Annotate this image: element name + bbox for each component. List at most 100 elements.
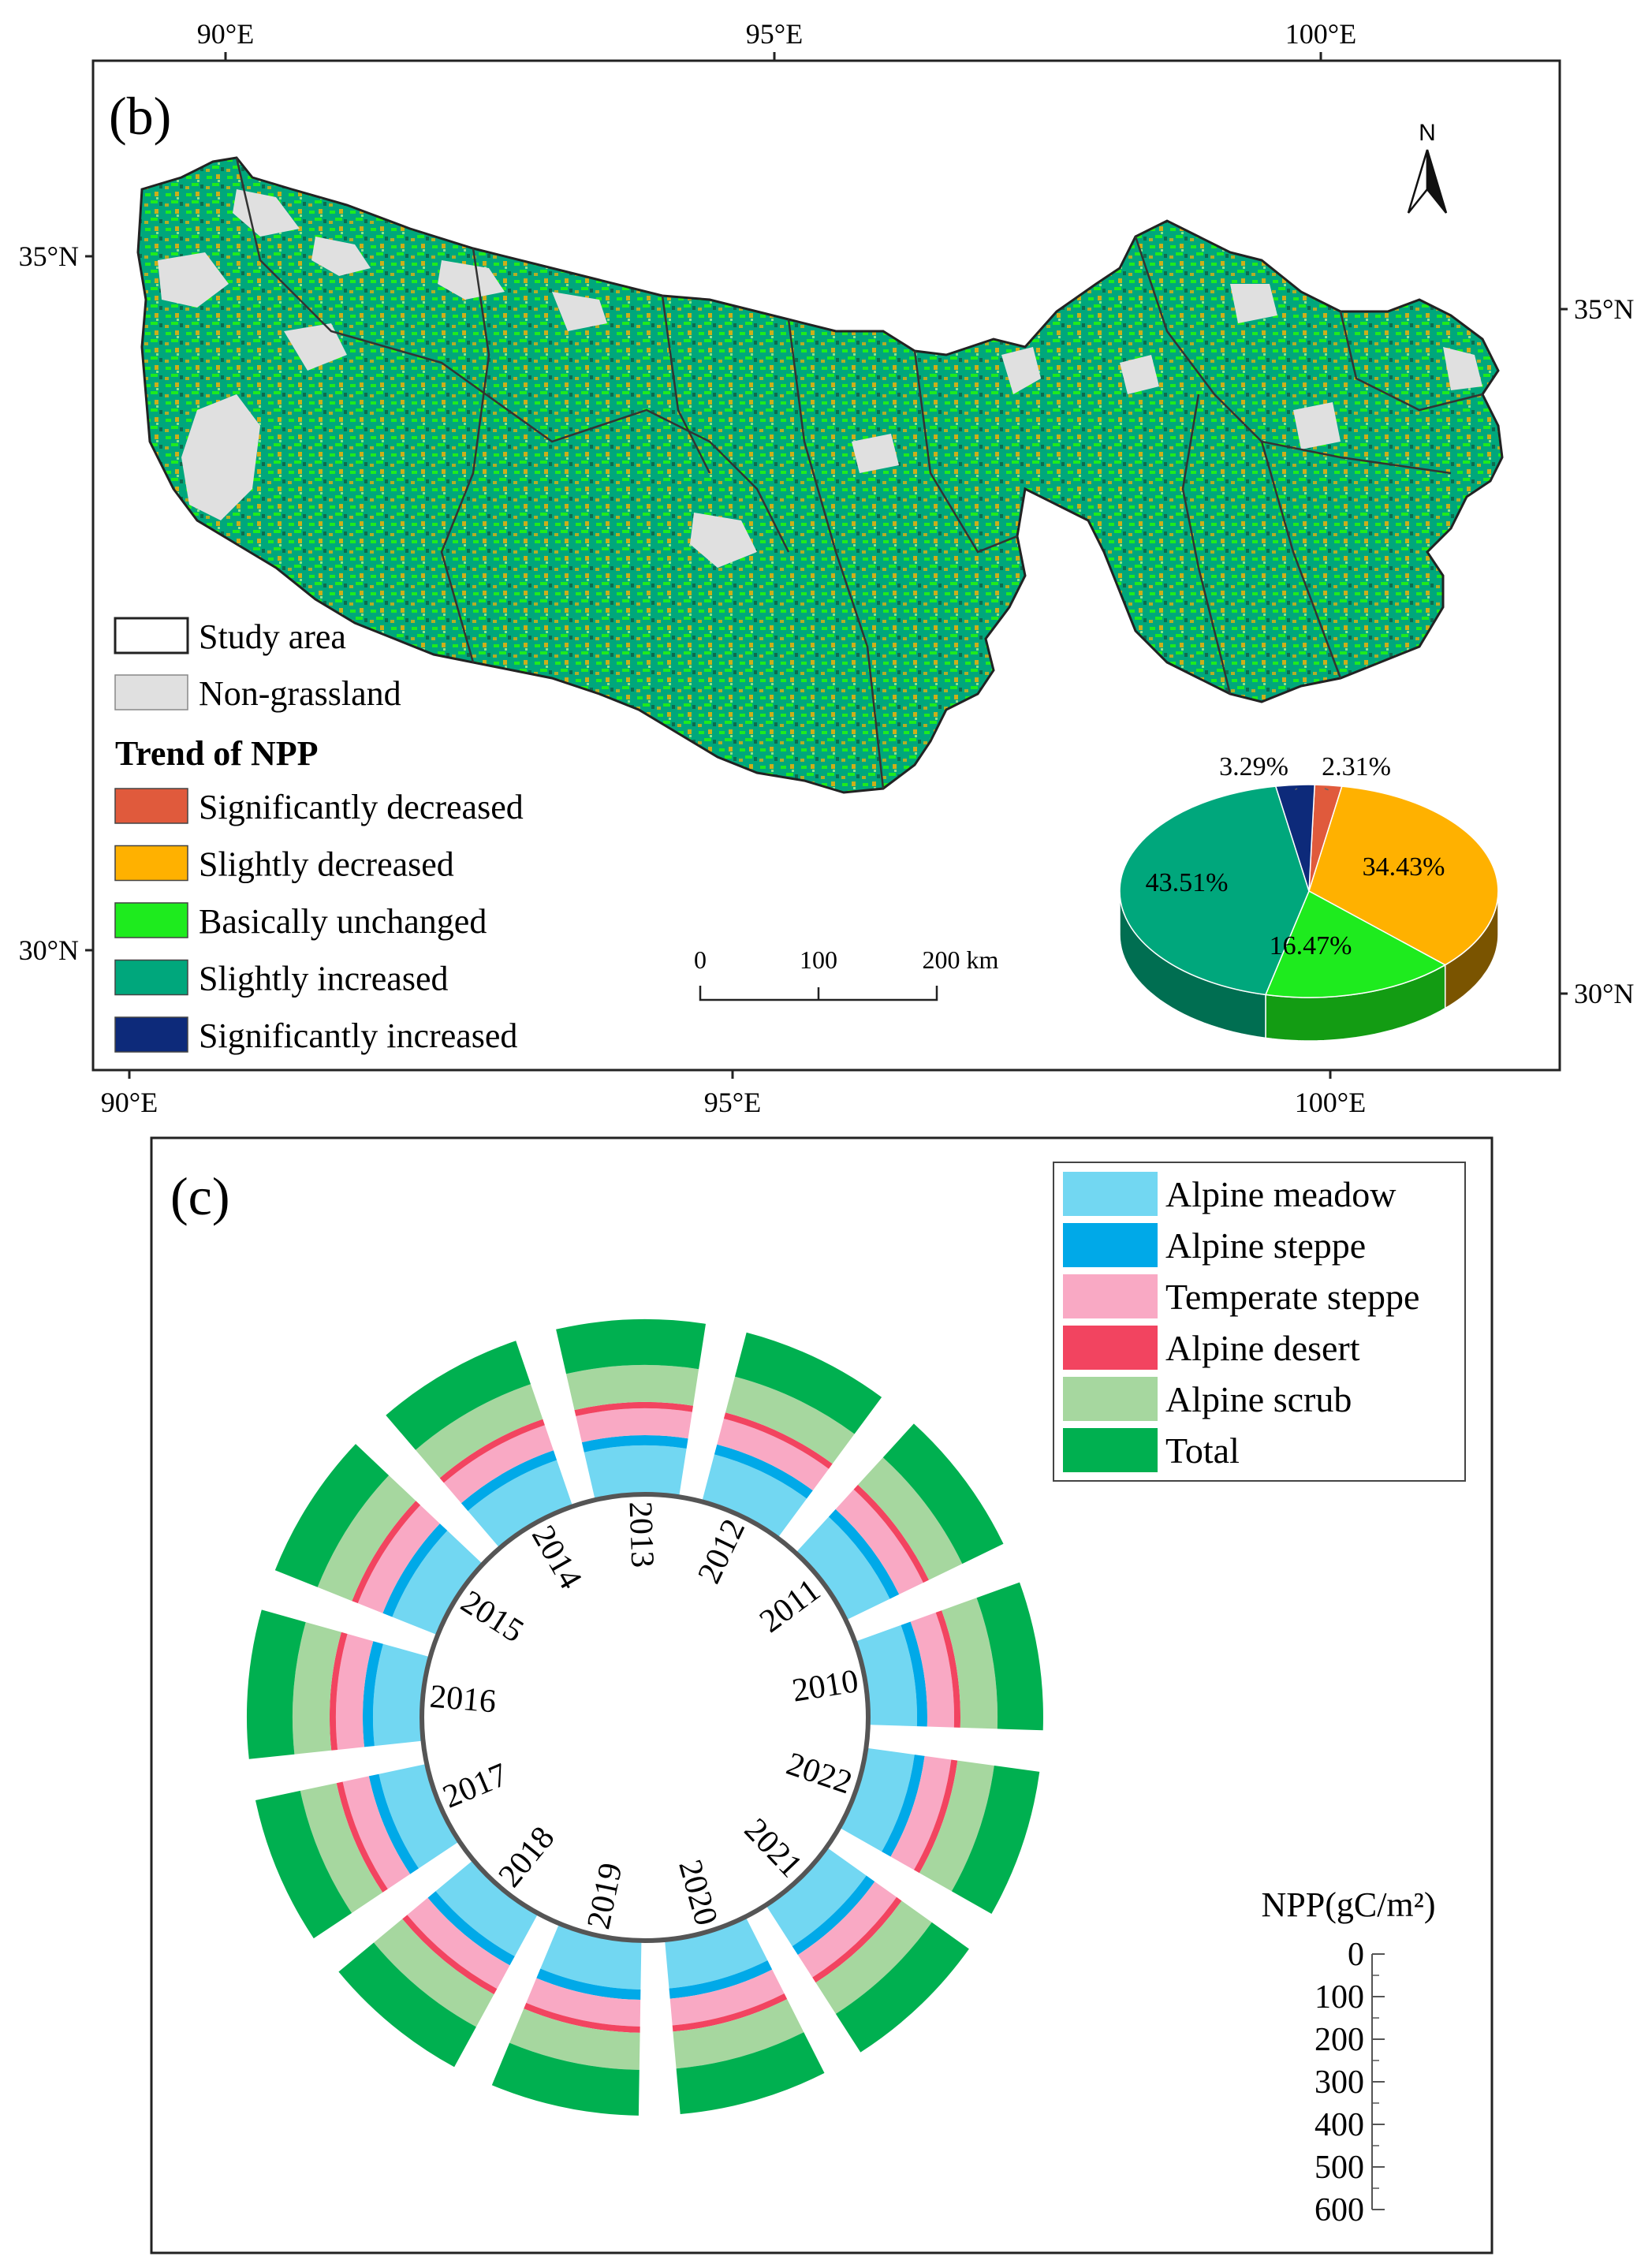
- panel-b-label: (b): [109, 86, 171, 146]
- pie-labels: 2.31% 34.43% 16.47% 43.51% 3.29%: [1146, 752, 1445, 960]
- north-arrow: N: [1407, 120, 1448, 214]
- npp-scale: 0 100 200 300 400 500 600: [1315, 1937, 1385, 2228]
- pie-percent-label: 43.51%: [1146, 868, 1229, 897]
- ring-bar: [815, 1900, 932, 2014]
- ring-bar: [330, 1632, 348, 1751]
- bottom-lon-tick: 95°E: [704, 1087, 761, 1118]
- ring-bar: [665, 1918, 768, 1989]
- map-frame: [91, 59, 1561, 1072]
- ring-bar: [427, 1891, 515, 1966]
- scale-tick-label: 400: [1315, 2107, 1364, 2143]
- ring-bar: [890, 1755, 952, 1870]
- legend-swatch: [1063, 1223, 1158, 1267]
- ring-bar: [828, 1509, 900, 1599]
- ring-bar: [576, 1408, 692, 1443]
- ring-bar: [443, 1425, 554, 1504]
- trend-label: Basically unchanged: [199, 902, 487, 941]
- year-segment: [247, 1609, 429, 1759]
- ring-bar: [491, 2042, 640, 2116]
- study-area-swatch: [114, 617, 189, 655]
- study-area-label: Study area: [199, 617, 346, 656]
- ring-bar: [856, 1624, 917, 1727]
- scale-tick-label: 100: [1315, 1979, 1364, 2016]
- scale-tick-label: 200: [1315, 2022, 1364, 2058]
- year-segment: [386, 1341, 572, 1547]
- trend-title: Trend of NPP: [115, 734, 318, 773]
- trend-label: Slightly increased: [199, 960, 449, 998]
- radial-bar-chart: 2010201120122013201420152016201720182019…: [247, 1319, 1043, 2116]
- ring-bar: [797, 1881, 897, 1978]
- ring-bar: [669, 1960, 773, 1999]
- non-grassland-swatch: [114, 674, 188, 710]
- north-arrow-icon: [1407, 149, 1429, 214]
- center-circle: [420, 1492, 871, 1943]
- top-lon-tick: 95°E: [746, 18, 803, 50]
- ring-bar: [274, 1444, 390, 1587]
- scale-label: 0: [694, 945, 707, 974]
- pie-tops: [1119, 784, 1499, 998]
- scale-tick-label: 0: [1348, 1937, 1364, 1973]
- ring-bar: [717, 1419, 829, 1491]
- legend-swatch: [1063, 1172, 1158, 1216]
- ring-bar: [336, 1781, 388, 1893]
- ring-bar: [882, 1755, 925, 1857]
- non-grassland-patches: [158, 189, 1482, 568]
- pie-slice: [1308, 785, 1499, 966]
- ring-bar: [524, 2002, 640, 2033]
- scale-tick-label: 300: [1315, 2064, 1364, 2101]
- map-graticule-labels: 90°E 95°E 100°E 90°E 95°E 100°E 35°N 30°…: [19, 18, 1635, 1118]
- pie-slice: [1274, 784, 1315, 892]
- pie-percent-label: 2.31%: [1322, 752, 1391, 781]
- ring-bar: [584, 1445, 687, 1499]
- pie-percent-label: 34.43%: [1363, 852, 1445, 882]
- ring-bar: [292, 1622, 341, 1755]
- ring-bar: [723, 1412, 833, 1469]
- map-legend: Study area Non-grassland Trend of NPP Si…: [114, 617, 524, 1055]
- map-tick-marks: [85, 52, 1568, 1079]
- npp-scale-title: NPP(gC/m²): [1261, 1885, 1435, 1924]
- panel-c-label: (c): [170, 1166, 229, 1226]
- ring-bar: [574, 1401, 693, 1416]
- ring-bar: [382, 1523, 448, 1617]
- ring-bar: [672, 1993, 788, 2032]
- ring-bar: [853, 1484, 929, 1583]
- ring-bar: [439, 1419, 545, 1483]
- pie-slice: [1119, 785, 1310, 996]
- north-label: N: [1419, 120, 1436, 146]
- ring-bar: [796, 1516, 890, 1620]
- year-segment: [702, 1332, 882, 1537]
- right-lat-tick: 35°N: [1574, 293, 1634, 325]
- left-lat-tick: 35°N: [19, 241, 79, 272]
- ring-bar: [556, 1319, 706, 1374]
- ring-bar: [792, 1875, 875, 1955]
- ring-bar: [942, 1598, 998, 1729]
- ring-bar: [247, 1609, 306, 1759]
- ring-bar: [526, 1978, 641, 2027]
- panel-c-frame: [150, 1136, 1494, 2254]
- bottom-lon-tick: 90°E: [101, 1087, 158, 1118]
- ring-bar: [374, 1919, 494, 2027]
- bottom-lon-tick: 100°E: [1295, 1087, 1366, 1118]
- panel-c: (c) 201020112012201320142015201620172018…: [150, 1136, 1494, 2254]
- ring-bar: [536, 1968, 641, 2000]
- trend-swatch: [114, 845, 188, 882]
- ring-bar: [914, 1759, 958, 1874]
- scale-label: 200 km: [923, 945, 999, 974]
- legend-label: Temperate steppe: [1165, 1277, 1419, 1317]
- ring-bar: [363, 1641, 383, 1747]
- ring-bar: [300, 1783, 383, 1913]
- ring-bar: [669, 1969, 785, 2026]
- ring-bar: [976, 1582, 1043, 1731]
- left-lat-tick: 30°N: [19, 934, 79, 966]
- ring-bar: [673, 1999, 804, 2069]
- ring-bar: [392, 1531, 482, 1635]
- year-segment: [856, 1582, 1043, 1731]
- legend-swatch: [1063, 1274, 1158, 1318]
- ring-bar: [416, 1384, 543, 1479]
- year-segment: [338, 1861, 538, 2068]
- legend-label: Alpine meadow: [1165, 1174, 1397, 1214]
- top-lon-tick: 100°E: [1285, 18, 1356, 50]
- legend-swatch: [1063, 1377, 1158, 1421]
- ring-bar: [735, 1332, 882, 1434]
